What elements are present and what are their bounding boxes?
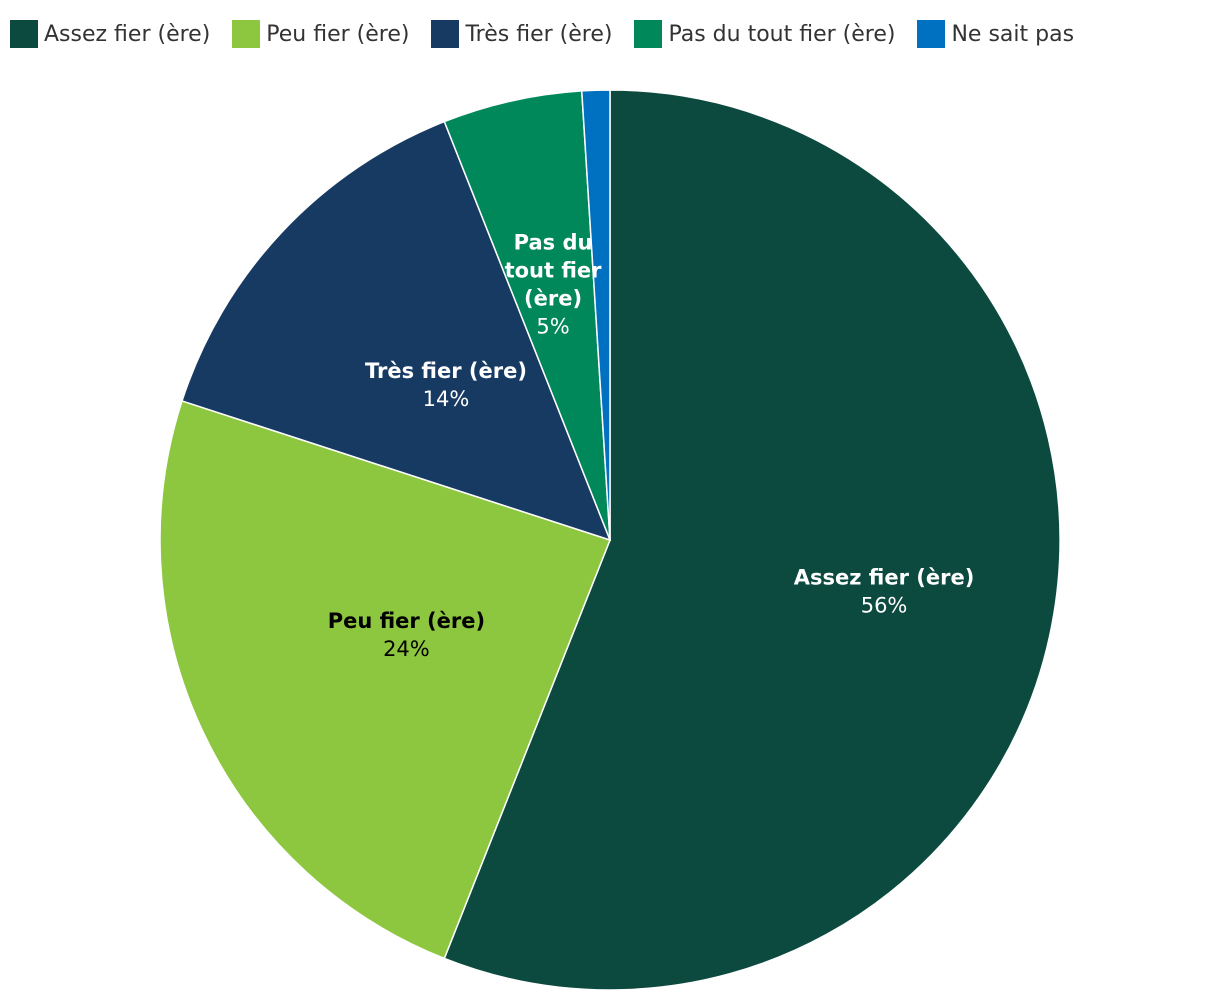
pie-slice[interactable] xyxy=(443,89,1061,991)
legend-swatch xyxy=(232,20,261,48)
legend-label: Pas du tout fier (ère) xyxy=(668,21,896,47)
slice-value-label: 24% xyxy=(383,637,430,661)
legend-item-peu-fier[interactable]: Peu fier (ère) xyxy=(232,20,409,48)
legend-item-tres-fier[interactable]: Très fier (ère) xyxy=(431,20,612,48)
slice-label: Peu fier (ère) xyxy=(328,609,485,633)
legend-label: Peu fier (ère) xyxy=(266,21,410,47)
legend-label: Assez fier (ère) xyxy=(44,21,211,47)
slice-label: tout fier xyxy=(505,258,603,282)
legend-swatch xyxy=(10,20,38,48)
legend-item-assez-fier[interactable]: Assez fier (ère) xyxy=(10,20,210,48)
slice-value-label: 14% xyxy=(423,387,470,411)
legend-swatch xyxy=(917,20,946,48)
pie-labels: Assez fier (ère) 56% Peu fier (ère) 24% Très… xyxy=(328,230,975,661)
pie-slice[interactable] xyxy=(159,399,611,960)
slice-value-label: 56% xyxy=(861,593,908,617)
legend-swatch xyxy=(431,20,460,48)
pie-slice[interactable] xyxy=(580,89,611,541)
chart-legend: Assez fier (ère) Peu fier (ère) Très fie… xyxy=(10,19,1096,49)
slice-value-label: 5% xyxy=(536,314,569,338)
slice-label: Pas du xyxy=(514,230,593,254)
legend-label: Très fier (ère) xyxy=(465,21,613,47)
pie-slices xyxy=(159,89,1061,991)
legend-item-pas-du-tout-fier[interactable]: Pas du tout fier (ère) xyxy=(634,20,895,48)
slice-label: Très fier (ère) xyxy=(365,359,527,383)
slice-label: Assez fier (ère) xyxy=(794,565,975,589)
pie-slice[interactable] xyxy=(181,120,612,542)
legend-label: Ne sait pas xyxy=(951,21,1075,47)
slice-label: (ère) xyxy=(524,286,582,310)
legend-item-ne-sait-pas[interactable]: Ne sait pas xyxy=(917,20,1074,48)
legend-swatch xyxy=(634,20,663,48)
